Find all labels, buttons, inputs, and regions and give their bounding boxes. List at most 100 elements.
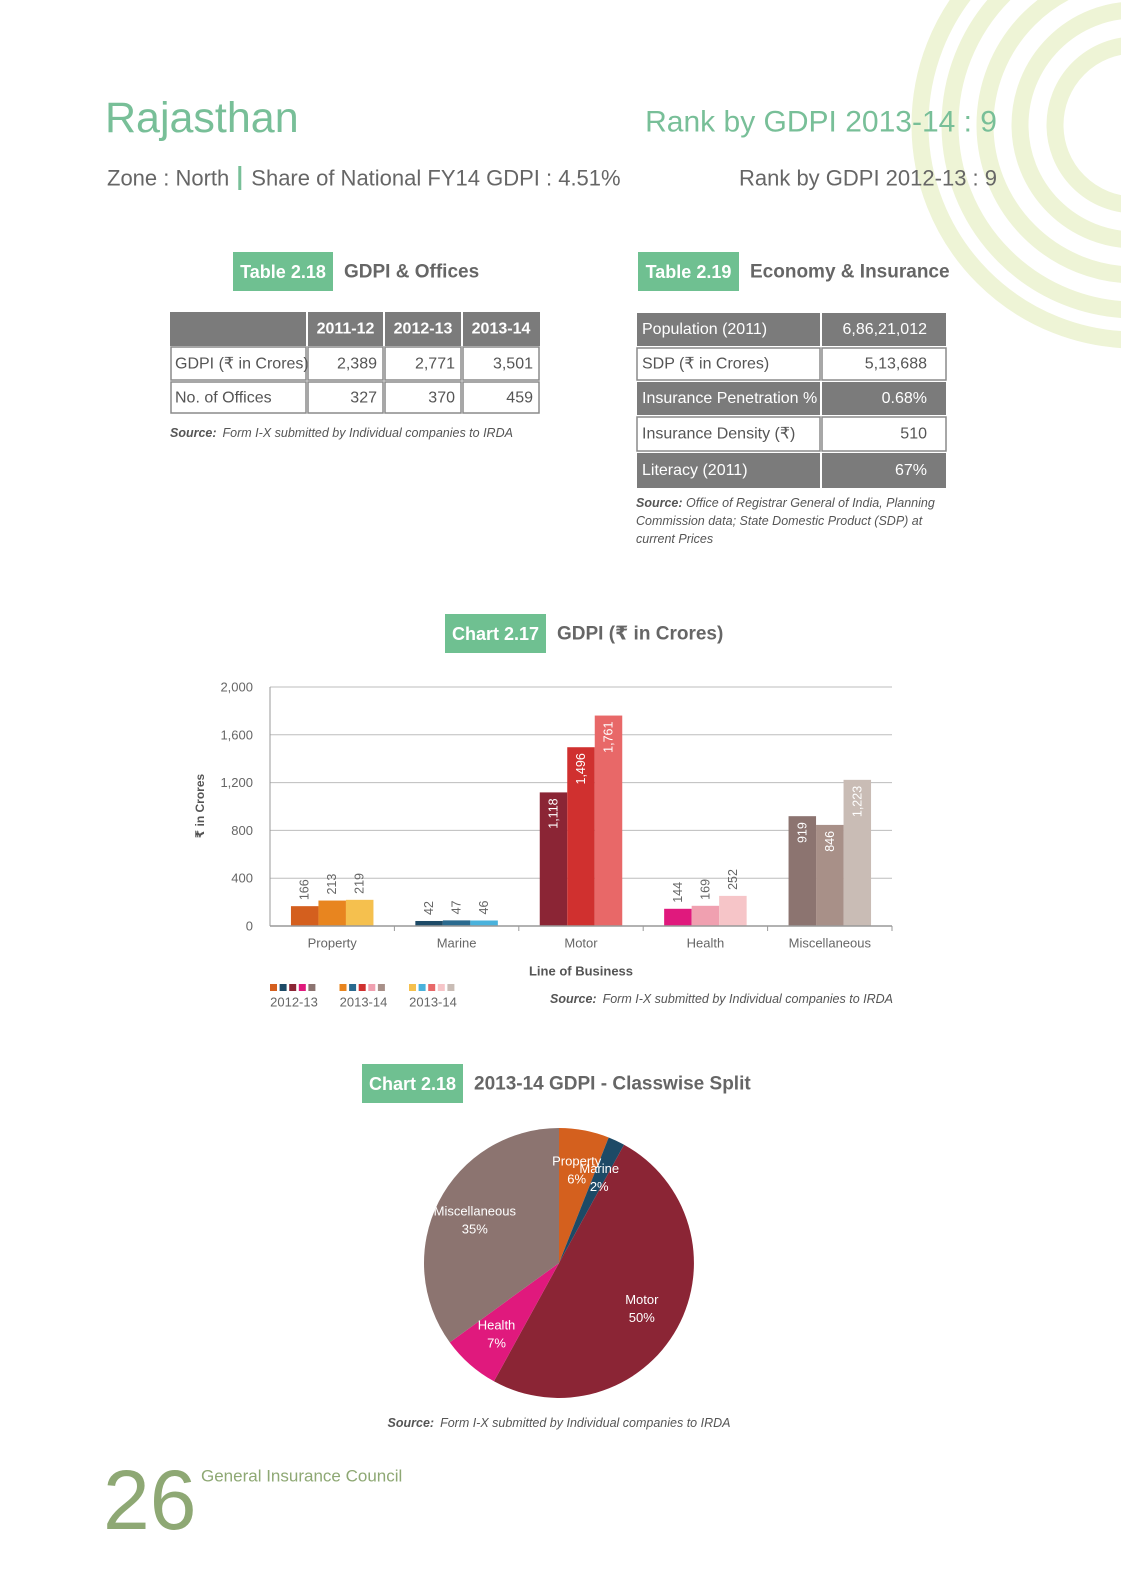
column-header: 2011-12 [317, 321, 375, 338]
table-cell [821, 347, 947, 381]
cell-text: No. of Offices [175, 390, 272, 407]
legend-swatch [298, 984, 306, 991]
x-tick-label: Miscellaneous [789, 936, 872, 951]
table-cell [636, 347, 821, 381]
value-label: 1,496 [574, 753, 588, 784]
table-header [170, 312, 540, 346]
legend-swatch [409, 984, 416, 991]
bar [843, 779, 872, 926]
table-cell [637, 313, 820, 346]
value-label: 1,761 [602, 722, 616, 753]
y-tick-label: 0 [246, 919, 253, 934]
slice-category: Miscellaneous [434, 1204, 517, 1219]
cell-text: GDPI (₹ in Crores) [175, 356, 309, 373]
value-label: 166 [298, 879, 312, 900]
table-cell [307, 346, 384, 381]
bar [318, 900, 346, 926]
bar [470, 920, 498, 926]
source-text: Form I-X submitted by Individual compani… [440, 1416, 730, 1430]
column-header: 2013-14 [472, 321, 531, 338]
cell-text: 510 [900, 426, 927, 443]
cell-text: 6,86,21,012 [842, 321, 927, 338]
badge-label: Chart 2.18 [369, 1074, 456, 1094]
y-tick-label: 1,200 [220, 775, 253, 790]
legend-swatch [418, 984, 426, 991]
source: Source: Form I-X submitted by Individual … [388, 1416, 731, 1430]
table-cell [462, 346, 540, 381]
badge [362, 1064, 463, 1103]
pie-slice [493, 1144, 694, 1398]
bar [594, 715, 623, 926]
source-label: Source: [636, 496, 683, 510]
cell-text: 459 [506, 390, 533, 407]
bar [345, 899, 374, 926]
source-label: Source: [388, 1416, 435, 1430]
x-axis-label: Line of Business [529, 964, 633, 979]
slice-value: 2% [590, 1179, 609, 1194]
table-cell [170, 346, 307, 381]
badge-label: Table 2.18 [240, 262, 326, 282]
value-label: 1,118 [547, 798, 561, 828]
legend-swatch [349, 984, 357, 991]
legend-label: 2013-14 [340, 995, 388, 1010]
badge [638, 252, 739, 291]
value-label: 219 [353, 873, 367, 894]
cell-text: 3,501 [493, 356, 533, 373]
table-cell [637, 382, 820, 415]
bar [539, 792, 568, 926]
y-tick-label: 800 [231, 823, 253, 838]
table-source: Source: Office of Registrar General of I… [636, 494, 948, 548]
badge-title: GDPI & Offices [344, 262, 479, 283]
bar [415, 920, 443, 926]
y-tick-label: 400 [231, 871, 253, 886]
legend-swatch [289, 984, 297, 991]
slice-category: Marine [579, 1161, 619, 1176]
pie-slice [559, 1128, 609, 1263]
legend-swatch [428, 984, 436, 991]
table-cell [822, 382, 946, 415]
separator [238, 166, 242, 190]
cell-text: Insurance Penetration % [642, 390, 817, 407]
table-cell [822, 453, 946, 488]
table-cell [636, 416, 821, 452]
value-label: 252 [726, 869, 740, 890]
cell-text: Literacy (2011) [642, 462, 748, 479]
badge [233, 252, 333, 291]
decor-arc [976, 0, 1121, 283]
cell-text: 370 [428, 390, 455, 407]
legend-label: 2012-13 [270, 995, 318, 1010]
bar [664, 908, 692, 926]
source-label: Source: [550, 992, 597, 1006]
value-label: 919 [795, 822, 809, 843]
source-text: Form I-X submitted by Individual compani… [603, 992, 893, 1006]
decor-arc [1046, 37, 1121, 213]
table-cell [307, 381, 384, 414]
table-cell [170, 381, 307, 414]
y-axis-label: ₹ in Crores [193, 773, 207, 838]
legend-swatch [368, 984, 376, 991]
cell-text: 0.68% [882, 390, 927, 407]
decor-arcs [911, 0, 1121, 349]
cell-text: Population (2011) [642, 321, 767, 338]
legend-swatch [308, 984, 316, 991]
x-tick-label: Motor [564, 936, 598, 951]
value-label: 169 [698, 879, 712, 900]
legend-label: 2013-14 [409, 995, 457, 1010]
share: Share of National FY14 GDPI : 4.51% [251, 166, 620, 191]
slice-category: Property [552, 1154, 602, 1169]
source-label: Source: [170, 426, 217, 440]
badge-label: Chart 2.17 [452, 624, 539, 644]
x-tick-label: Property [308, 936, 358, 951]
slice-value: 6% [567, 1172, 586, 1187]
page-title: Rajasthan [105, 94, 299, 142]
rank-current: Rank by GDPI 2013-14 : 9 [645, 106, 997, 139]
badge [445, 614, 546, 653]
legend-swatch [270, 984, 277, 991]
bar [719, 895, 747, 926]
x-tick-label: Health [687, 936, 725, 951]
legend-swatch [377, 984, 385, 991]
column-header: 2012-13 [394, 321, 453, 338]
value-label: 42 [422, 901, 436, 915]
